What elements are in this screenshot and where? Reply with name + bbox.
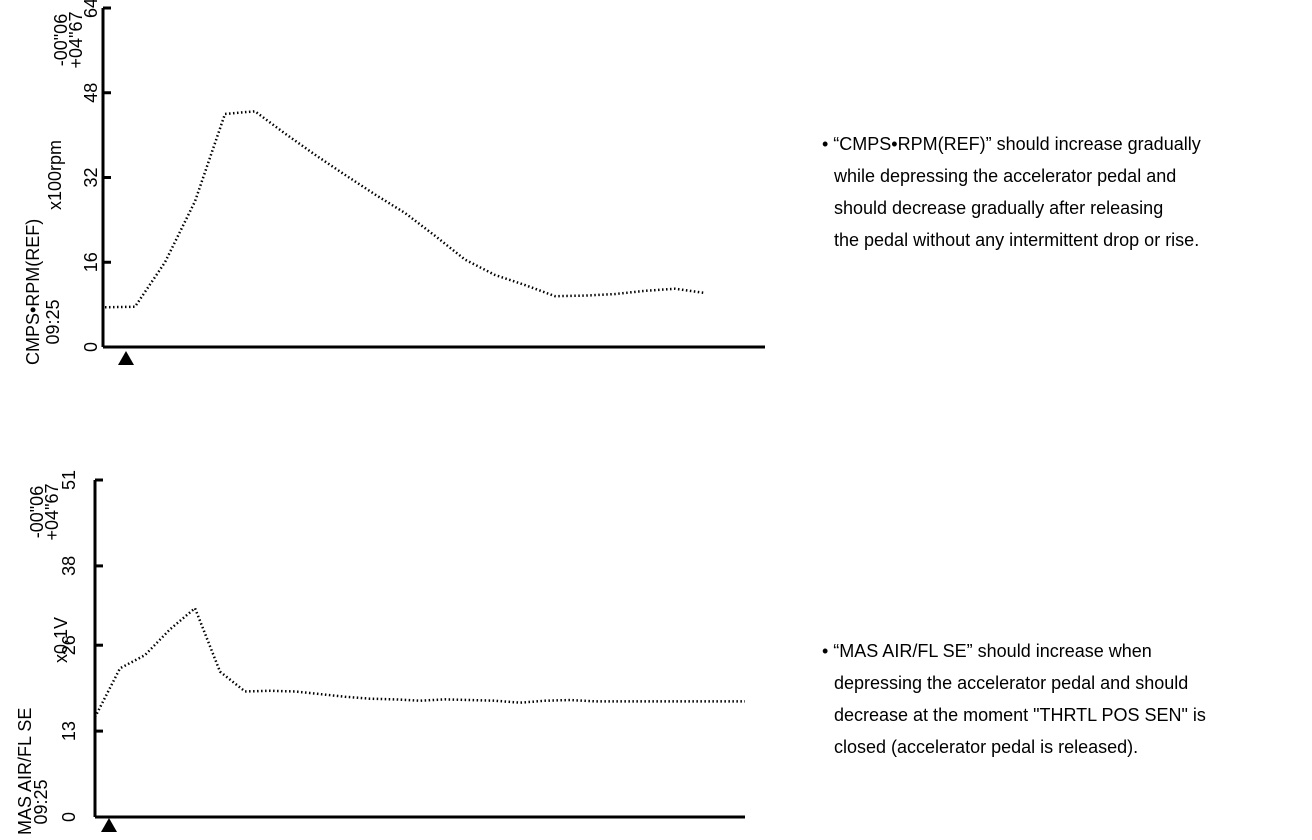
y-tick-label: 0 bbox=[81, 342, 101, 352]
y-tick-label: 26 bbox=[59, 635, 79, 655]
start-time: 09:25 bbox=[31, 779, 51, 824]
y-axis-label: CMPS•RPM(REF) bbox=[23, 219, 43, 365]
y-tick-label: 0 bbox=[59, 812, 79, 822]
data-line bbox=[93, 606, 745, 718]
cursor-label: +04"67 bbox=[66, 12, 86, 69]
y-tick-label: 64 bbox=[81, 0, 101, 18]
y-unit: x100rpm bbox=[45, 140, 65, 210]
annotation-line: should decrease gradually after releasin… bbox=[834, 198, 1163, 218]
annotation-line: depressing the accelerator pedal and sho… bbox=[834, 673, 1188, 693]
cursor-label: -00"06 bbox=[27, 486, 47, 538]
y-tick-label: 32 bbox=[81, 167, 101, 187]
start-time: 09:25 bbox=[43, 299, 63, 344]
y-unit: x0.1V bbox=[51, 617, 71, 663]
cursor-label: -00"06 bbox=[51, 14, 71, 66]
y-axis-label: MAS AIR/FL SE bbox=[15, 708, 35, 835]
annotation-line: decrease at the moment "THRTL POS SEN" i… bbox=[834, 705, 1206, 725]
y-tick-label: 51 bbox=[59, 470, 79, 490]
annotation-line: • “CMPS•RPM(REF)” should increase gradua… bbox=[822, 134, 1201, 154]
annotation-line: closed (accelerator pedal is released). bbox=[834, 737, 1138, 757]
cursor-label: +04"67 bbox=[42, 484, 62, 541]
y-tick-label: 16 bbox=[81, 252, 101, 272]
annotation-line: the pedal without any intermittent drop … bbox=[834, 230, 1199, 250]
annotation-line: while depressing the accelerator pedal a… bbox=[833, 166, 1176, 186]
start-marker bbox=[101, 818, 117, 832]
start-marker bbox=[118, 351, 134, 365]
y-tick-label: 13 bbox=[59, 721, 79, 741]
data-line bbox=[104, 110, 706, 309]
annotation-line: • “MAS AIR/FL SE” should increase when bbox=[822, 641, 1152, 661]
y-tick-label: 38 bbox=[59, 556, 79, 576]
y-tick-label: 48 bbox=[81, 83, 101, 103]
